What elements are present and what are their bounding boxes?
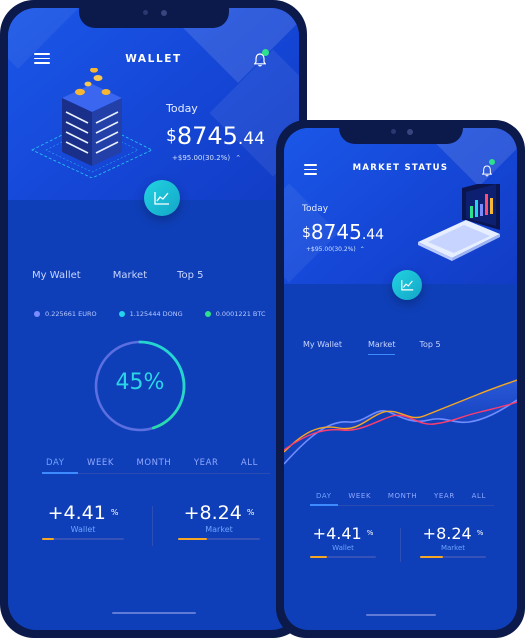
period-selector: DAY WEEK MONTH YEAR ALL <box>46 458 258 468</box>
period-day[interactable]: DAY <box>316 492 332 500</box>
market-header: MARKET STATUS Today $8745.44 +$95.00(30.… <box>284 128 517 284</box>
wallet-stat: +4.41% Wallet <box>42 502 124 540</box>
market-tabs: My Wallet Market Top 5 <box>303 340 441 355</box>
phone-notch <box>338 120 463 144</box>
balance-amount: $8745.44 <box>166 122 265 150</box>
menu-icon[interactable] <box>34 53 50 65</box>
tab-top-5[interactable]: Top 5 <box>419 340 441 349</box>
legend-dot <box>34 311 40 317</box>
camera-icon <box>142 10 148 15</box>
period-active-indicator <box>310 504 338 506</box>
today-label: Today <box>302 204 329 214</box>
period-year[interactable]: YEAR <box>434 492 455 500</box>
series-red <box>284 401 517 451</box>
period-underline <box>42 473 270 474</box>
wallet-tabs: My Wallet Market Top 5 <box>32 270 204 281</box>
balance-amount: $8745.44 <box>302 220 385 244</box>
legend-item: 1.125444 DONG <box>118 310 183 318</box>
sensor-icon <box>406 129 413 135</box>
period-year[interactable]: YEAR <box>193 458 219 468</box>
balance-change: +$95.00(30.2%) ⌃ <box>306 246 365 253</box>
tab-my-wallet[interactable]: My Wallet <box>303 340 342 349</box>
sensor-icon <box>160 10 167 16</box>
stat-divider <box>152 506 153 546</box>
period-active-indicator <box>42 472 78 474</box>
legend-item: 0.0001221 BTC <box>204 310 266 318</box>
notification-badge <box>489 159 495 165</box>
tab-market[interactable]: Market <box>112 270 148 281</box>
wallet-phone: WALLET <box>0 0 307 638</box>
notification-badge <box>262 49 269 56</box>
period-selector: DAY WEEK MONTH YEAR ALL <box>316 492 486 500</box>
server-illustration <box>31 68 153 178</box>
progress-ring <box>94 340 186 432</box>
wallet-header: WALLET <box>8 8 299 200</box>
market-stat: +8.24% Market <box>178 502 260 540</box>
camera-icon <box>390 129 396 134</box>
market-stat: +8.24% Market <box>420 524 486 558</box>
period-month[interactable]: MONTH <box>136 458 172 468</box>
legend-item: 0.225661 EURO <box>34 310 97 318</box>
wallet-progress-bar <box>42 538 124 540</box>
stat-divider <box>400 528 401 562</box>
caret-up-icon: ⌃ <box>235 154 242 162</box>
period-underline <box>310 505 494 506</box>
tab-market[interactable]: Market <box>367 340 396 355</box>
menu-icon[interactable] <box>304 164 317 176</box>
ring-progress <box>94 340 186 432</box>
market-progress-bar <box>420 556 486 558</box>
tab-top-5[interactable]: Top 5 <box>177 270 204 281</box>
market-screen: MARKET STATUS Today $8745.44 +$95.00(30.… <box>284 128 517 630</box>
caret-up-icon: ⌃ <box>359 246 365 253</box>
series-blue <box>284 399 517 465</box>
period-all[interactable]: ALL <box>471 492 486 500</box>
page-title: MARKET STATUS <box>352 163 449 173</box>
page-title: WALLET <box>125 53 182 65</box>
wallet-screen: WALLET <box>8 8 299 630</box>
legend-dot <box>118 311 125 317</box>
home-indicator[interactable] <box>112 612 196 614</box>
line-chart-icon <box>154 192 169 205</box>
chart-button[interactable] <box>144 180 180 216</box>
period-all[interactable]: ALL <box>240 458 258 468</box>
laptop-illustration <box>418 184 500 261</box>
period-month[interactable]: MONTH <box>387 492 418 500</box>
period-week[interactable]: WEEK <box>86 458 115 468</box>
balance-change: +$95.00(30.2%) ⌃ <box>172 154 242 162</box>
line-chart-icon <box>400 280 413 291</box>
phone-notch <box>78 0 229 28</box>
home-indicator[interactable] <box>366 614 436 616</box>
period-week[interactable]: WEEK <box>348 492 372 500</box>
wallet-progress-bar <box>310 556 376 558</box>
bell-icon[interactable] <box>481 159 495 177</box>
market-progress-bar <box>178 538 260 540</box>
chart-button[interactable] <box>392 270 422 300</box>
legend-dot <box>204 311 211 317</box>
wallet-stat: +4.41% Wallet <box>310 524 376 558</box>
progress-label: 45% <box>115 370 165 395</box>
today-label: Today <box>166 102 198 115</box>
bell-icon[interactable] <box>253 49 269 67</box>
tab-my-wallet[interactable]: My Wallet <box>32 270 81 281</box>
period-day[interactable]: DAY <box>46 458 65 468</box>
coin-icon <box>75 68 111 96</box>
market-line-chart <box>284 379 517 465</box>
series-orange <box>284 379 517 453</box>
currency-legend: 0.225661 EURO 1.125444 DONG 0.0001221 BT… <box>34 310 266 318</box>
market-phone: MARKET STATUS Today $8745.44 +$95.00(30.… <box>276 120 525 638</box>
